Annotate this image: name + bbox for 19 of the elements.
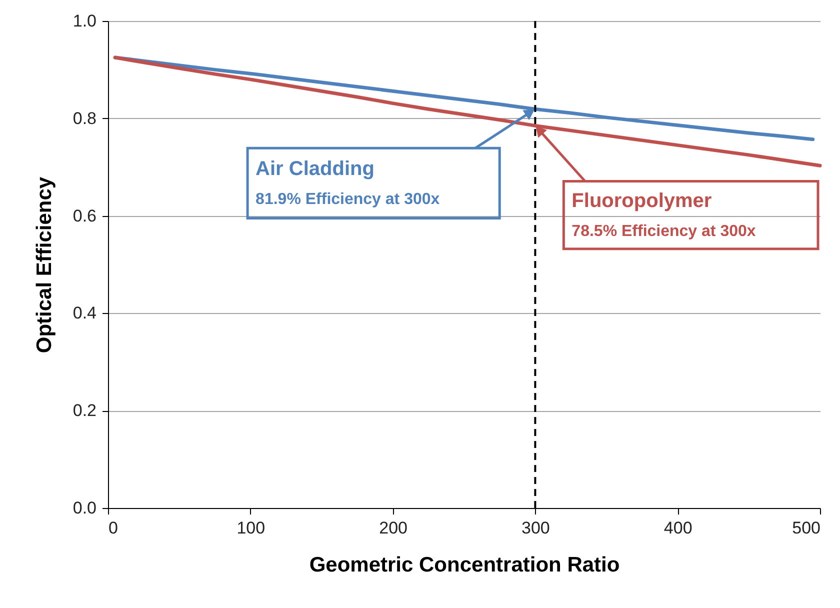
text: Air Cladding: [256, 158, 374, 180]
annotation: 81.9% Efficiency at 300x: [256, 191, 440, 208]
y-tick-label: 0.0: [72, 498, 96, 518]
y-tick-label: 0.6: [72, 206, 96, 226]
annotation: 78.5% Efficiency at 300x: [572, 223, 756, 240]
x-tick-label: 100: [236, 518, 266, 538]
y-tick-label: 1.0: [72, 12, 96, 30]
x-tick-label: 300: [522, 518, 550, 538]
y-tick-label: 0.2: [72, 401, 96, 420]
x-tick-label: 400: [664, 518, 692, 538]
y-tick-label: 0.4: [72, 304, 96, 323]
line-series: [113, 56, 815, 142]
x-tick-label: 500: [792, 518, 820, 538]
x-tick-label: 200: [379, 518, 408, 538]
y-tick-label: 0.8: [72, 108, 96, 128]
series-label: Fluoropolymer: [572, 190, 712, 212]
x-axis-title: Geometric Concentration Ratio: [309, 554, 620, 576]
y-axis-title: Optical Efficiency: [32, 176, 56, 354]
x-tick-label: 0: [108, 518, 118, 538]
